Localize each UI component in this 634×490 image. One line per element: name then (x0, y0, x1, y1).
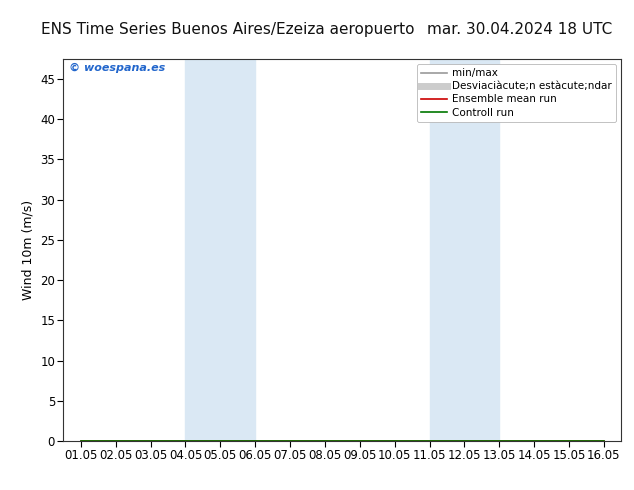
Bar (429, 59, 500, 441)
Text: ENS Time Series Buenos Aires/Ezeiza aeropuerto: ENS Time Series Buenos Aires/Ezeiza aero… (41, 22, 415, 37)
Bar (185, 59, 255, 441)
Text: mar. 30.04.2024 18 UTC: mar. 30.04.2024 18 UTC (427, 22, 612, 37)
Y-axis label: Wind 10m (m/s): Wind 10m (m/s) (22, 200, 35, 300)
Legend: min/max, Desviaciàcute;n estàcute;ndar, Ensemble mean run, Controll run: min/max, Desviaciàcute;n estàcute;ndar, … (417, 64, 616, 122)
Text: © woespana.es: © woespana.es (69, 63, 165, 73)
